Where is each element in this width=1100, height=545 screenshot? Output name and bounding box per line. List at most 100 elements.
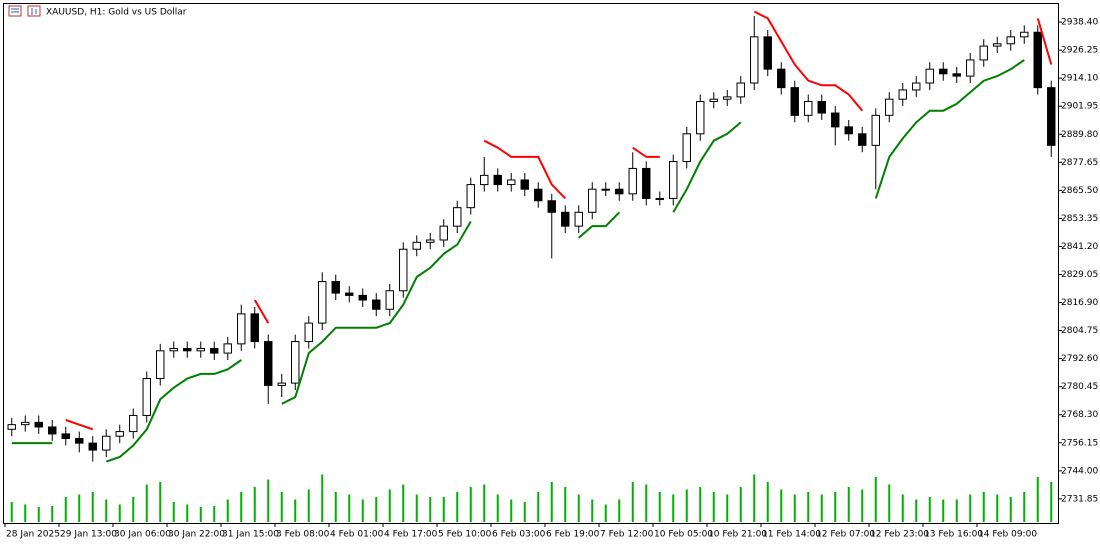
candle-body	[223, 343, 232, 354]
candle-body	[48, 426, 57, 435]
y-tick-label: 2938.40	[1061, 18, 1098, 28]
candle-body	[655, 197, 664, 200]
volume-bar	[928, 497, 931, 522]
y-tick-label: 2780.45	[1061, 382, 1098, 392]
icon	[27, 5, 41, 17]
candle-body	[871, 114, 880, 146]
y-tick-label: 2889.80	[1061, 130, 1098, 140]
y-tick-label: 2731.85	[1061, 494, 1098, 504]
candle-body	[925, 68, 934, 84]
candle-body	[844, 126, 853, 135]
volume-bar	[1036, 477, 1039, 522]
candle-body	[88, 442, 97, 451]
candle-body	[898, 89, 907, 100]
candle-body	[507, 179, 516, 186]
volume-bar	[442, 497, 445, 522]
candle-body	[250, 313, 259, 343]
volume-bar	[766, 482, 769, 522]
x-tick-label: 6 Feb 19:00	[546, 530, 600, 540]
candle-body	[426, 239, 435, 243]
candle-body	[858, 133, 867, 146]
plot-frame	[3, 3, 1059, 524]
volume-bar	[618, 499, 621, 522]
volume-bar	[982, 492, 985, 522]
volume-bar	[753, 474, 756, 522]
volume-bar	[132, 497, 135, 522]
candle-body	[750, 36, 759, 84]
candle-body	[399, 248, 408, 292]
volume-bar	[1050, 482, 1053, 522]
candle-body	[493, 174, 502, 186]
volume-bar	[861, 489, 864, 522]
candle-body	[453, 207, 462, 227]
y-tick-label: 2768.30	[1061, 410, 1098, 420]
volume-bar	[24, 504, 27, 522]
x-tick-label: 13 Feb 16:00	[924, 530, 983, 540]
y-tick-label: 2901.95	[1061, 102, 1098, 112]
candle-body	[979, 45, 988, 61]
volume-bar	[834, 492, 837, 522]
volume-bar	[280, 492, 283, 522]
volume-bar	[388, 489, 391, 522]
candle-body	[939, 68, 948, 75]
icon	[8, 5, 22, 17]
x-tick-label: 3 Feb 08:00	[276, 530, 330, 540]
y-tick-label: 2914.10	[1061, 74, 1098, 84]
x-tick-label: 29 Jan 13:00	[60, 530, 117, 540]
volume-bar	[186, 504, 189, 522]
candle-body	[777, 68, 786, 89]
volume-bar	[78, 494, 81, 522]
candle-body	[480, 174, 489, 186]
x-tick-label: 11 Feb 14:00	[762, 530, 821, 540]
candle-body	[439, 225, 448, 241]
volume-bar	[793, 494, 796, 522]
volume-bar	[145, 484, 148, 522]
title-icons	[8, 5, 41, 17]
volume-bar	[807, 492, 810, 522]
y-tick-label: 2829.05	[1061, 270, 1098, 280]
volume-bar	[820, 494, 823, 522]
chart-title: XAUUSD, H1: Gold vs US Dollar	[46, 8, 187, 18]
candle-body	[831, 112, 840, 128]
candle-body	[601, 188, 610, 191]
volume-bar	[523, 502, 526, 522]
volume-bar	[105, 499, 108, 522]
candle-body	[102, 435, 111, 451]
y-tick-label: 2865.50	[1061, 186, 1098, 196]
volume-bar	[294, 499, 297, 522]
volume-bar	[307, 489, 310, 522]
volume-bar	[604, 504, 607, 522]
y-tick-label: 2816.90	[1061, 298, 1098, 308]
volume-bar	[780, 489, 783, 522]
volume-bar	[591, 499, 594, 522]
volume-bar	[726, 494, 729, 522]
volume-bar	[672, 494, 675, 522]
candle-body	[628, 167, 637, 195]
x-tick-label: 10 Feb 21:00	[708, 530, 767, 540]
candle-body	[736, 82, 745, 98]
candle-body	[291, 341, 300, 384]
candle-body	[75, 438, 84, 444]
volume-bar	[253, 487, 256, 522]
candle-body	[115, 431, 124, 437]
candle-body	[1006, 36, 1015, 45]
candle-body	[7, 424, 16, 430]
volume-bar	[415, 494, 418, 522]
candle-body	[210, 347, 219, 354]
volume-bar	[483, 484, 486, 522]
volume-bar	[456, 492, 459, 522]
volume-bar	[267, 479, 270, 522]
volume-bar	[469, 487, 472, 522]
candle-body	[993, 43, 1002, 47]
candle-body	[196, 347, 205, 352]
volume-bar	[64, 497, 67, 522]
y-tick-label: 2792.60	[1061, 354, 1098, 364]
candle-body	[682, 133, 691, 163]
candle-body	[966, 59, 975, 77]
volume-bar	[564, 487, 567, 522]
volume-bar	[631, 482, 634, 522]
candle-body	[237, 313, 246, 345]
candle-body	[696, 100, 705, 135]
x-tick-label: 12 Feb 23:00	[870, 530, 929, 540]
volume-bar	[847, 487, 850, 522]
